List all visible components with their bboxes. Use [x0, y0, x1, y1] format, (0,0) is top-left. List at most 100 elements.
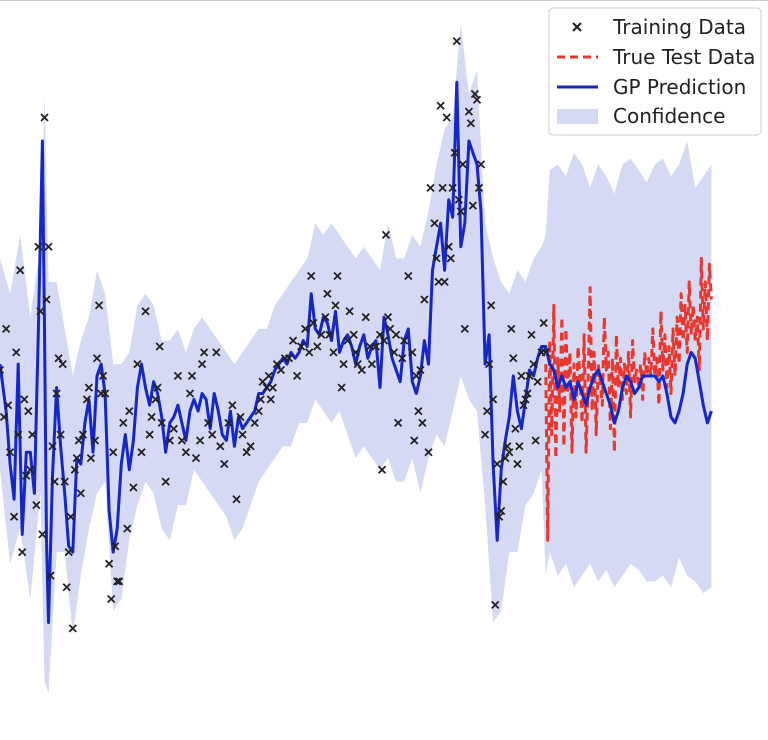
legend-label-confidence: Confidence: [613, 104, 725, 128]
training-point: [313, 342, 322, 351]
training-point: [90, 436, 100, 445]
training-point: [141, 307, 150, 316]
training-point: [62, 583, 71, 592]
training-point: [169, 424, 178, 433]
training-point: [519, 401, 528, 410]
training-point: [339, 359, 348, 369]
training-point: [284, 354, 294, 363]
training-point: [448, 183, 457, 193]
training-point: [113, 577, 122, 586]
training-point: [107, 594, 116, 604]
training-point: [505, 448, 514, 457]
training-point: [84, 383, 94, 392]
training-point: [44, 242, 53, 251]
training-point: [488, 395, 498, 404]
training-point: [454, 195, 463, 204]
training-point: [509, 354, 518, 363]
training-point: [361, 312, 370, 322]
training-point: [34, 242, 43, 251]
training-point: [72, 453, 81, 463]
training-point: [436, 101, 445, 110]
training-point: [242, 448, 251, 457]
training-point: [345, 307, 354, 316]
training-point: [511, 424, 520, 433]
training-point: [119, 418, 128, 428]
training-point: [480, 430, 490, 439]
training-point: [254, 406, 263, 416]
training-point: [381, 230, 391, 240]
training-point: [115, 577, 124, 586]
training-point: [371, 342, 381, 351]
training-point: [377, 465, 387, 474]
training-point: [305, 348, 314, 357]
training-point: [20, 395, 29, 404]
training-point: [82, 395, 92, 404]
training-point: [155, 342, 164, 351]
training-point: [301, 324, 310, 334]
training-point: [389, 348, 399, 357]
training-data-layer: [0, 36, 550, 633]
training-point: [74, 436, 83, 445]
training-point: [3, 401, 13, 410]
training-point: [539, 318, 548, 328]
training-point: [262, 383, 271, 392]
training-point: [246, 442, 255, 451]
training-point: [365, 342, 375, 351]
training-point: [199, 348, 209, 357]
training-point: [432, 254, 441, 263]
training-point: [343, 336, 352, 345]
training-point: [438, 183, 447, 193]
training-point: [256, 395, 265, 404]
training-point: [383, 312, 393, 322]
training-point: [86, 453, 96, 463]
training-point: [151, 395, 160, 404]
training-point: [46, 571, 55, 580]
legend-label-test: True Test Data: [612, 45, 755, 69]
training-point: [412, 371, 421, 381]
training-point: [357, 365, 366, 375]
gp-prediction-line: [0, 80, 713, 624]
training-point: [426, 183, 435, 193]
training-point: [501, 453, 510, 463]
training-point: [26, 465, 35, 474]
training-point: [444, 242, 453, 251]
training-point: [24, 406, 33, 416]
training-point: [48, 442, 57, 451]
training-point: [307, 271, 316, 281]
training-point: [398, 354, 407, 363]
training-point: [153, 383, 162, 392]
training-point: [208, 430, 217, 439]
training-point: [393, 418, 403, 428]
training-point: [56, 430, 65, 439]
training-point: [94, 301, 104, 310]
training-point: [317, 330, 326, 339]
training-point: [430, 219, 439, 228]
training-point: [216, 442, 225, 451]
legend-marker-x-icon: [572, 22, 582, 32]
training-point: [331, 301, 340, 310]
training-point: [129, 483, 138, 492]
training-point: [440, 277, 449, 287]
training-point: [9, 512, 19, 521]
training-point: [228, 401, 237, 410]
training-point: [470, 89, 480, 99]
training-point: [268, 383, 277, 392]
training-point: [321, 312, 330, 322]
training-point: [1, 324, 11, 334]
training-point: [408, 348, 417, 357]
training-point: [50, 477, 59, 486]
training-point: [32, 500, 41, 510]
training-point: [486, 301, 496, 310]
training-point: [272, 359, 282, 369]
training-point: [236, 412, 245, 422]
training-point: [476, 160, 486, 169]
training-point: [499, 477, 508, 486]
training-point: [323, 289, 332, 298]
training-point: [100, 389, 110, 398]
training-point: [446, 254, 455, 263]
training-point: [28, 430, 37, 439]
training-point: [325, 330, 334, 339]
training-point: [515, 442, 524, 451]
training-point: [266, 395, 275, 404]
training-point: [452, 36, 461, 46]
